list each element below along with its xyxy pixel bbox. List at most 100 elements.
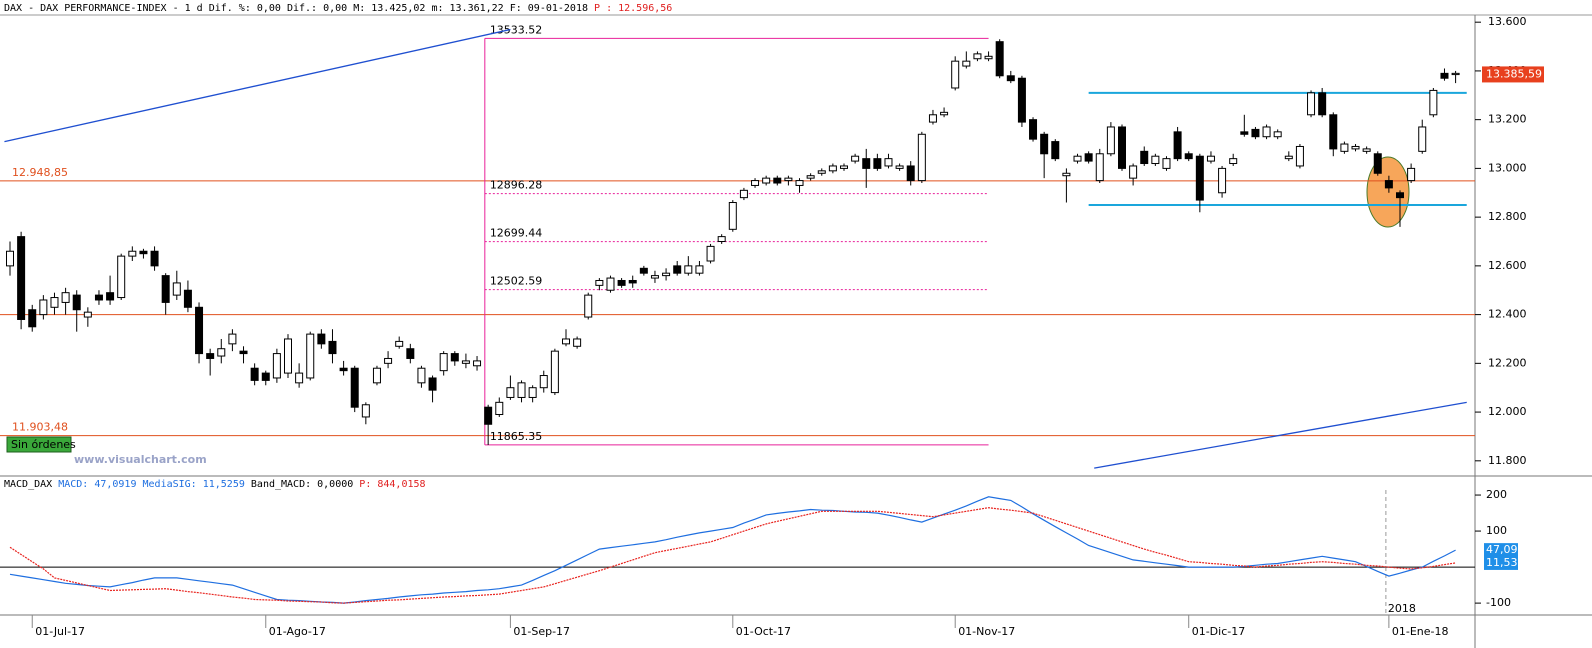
candle-body [484,406,493,425]
candle-body [183,289,192,308]
candle-body [1151,155,1160,165]
fib-label: 12502.59 [490,275,542,288]
candle-body [1351,145,1360,150]
candle-body [673,265,682,274]
y-tick-label: 12.800 [1488,210,1527,223]
candle-body [1184,153,1193,160]
candle-body [1440,72,1449,79]
header-text: DAX - DAX PERFORMANCE-INDEX - 1 d Dif. %… [4,3,588,14]
candle-body [261,372,270,381]
candle-body [1017,77,1026,123]
candle-body [862,158,871,169]
x-tick-label: 01-Sep-17 [513,625,570,638]
candle-body [317,333,326,345]
candle-body [1173,131,1182,160]
candle-body [39,299,48,316]
macd-name: MACD_DAX [4,479,52,490]
candle-body [973,53,982,60]
candle-body [439,353,448,372]
candle-body [1206,155,1215,162]
candle-body [417,367,426,384]
candle-body [339,367,348,372]
candle-body [951,60,960,89]
candle-body [617,279,626,286]
button-label[interactable]: Sin órdenes [11,438,76,451]
candle-body [1384,180,1393,189]
candle-body [895,165,904,169]
candle-body [650,275,659,279]
band-value: Band_MACD: 0,0000 [251,479,353,490]
fib-label: 13533.52 [490,23,542,36]
candle-body [940,111,949,116]
x-tick-label: 01-Ago-17 [269,625,326,638]
y-tick-label: 12.600 [1488,259,1527,272]
fib-label: 12896.28 [490,179,542,192]
candle-body [717,236,726,242]
candle-body [1362,148,1371,152]
candle-body [562,338,570,345]
candle-body [28,309,37,328]
macd-tick-label: 100 [1486,524,1507,537]
candle-body [172,282,181,296]
candle-body [1407,167,1416,182]
candle-body [406,348,415,359]
candle-body [1229,158,1238,165]
candle-body [6,250,14,267]
candle-body [17,236,26,320]
macd-line [9,496,1456,604]
candle-body [1073,155,1082,162]
candle-body [762,177,771,184]
candle-body [1006,75,1015,82]
candle-body [128,250,137,257]
candle-body [817,170,826,174]
year-label: 2018 [1388,602,1416,615]
x-tick-label: 01-Dic-17 [1192,625,1246,638]
candle-body [706,245,715,262]
x-tick-label: 01-Jul-17 [35,625,85,638]
candle-body [1218,167,1227,194]
candle-body [284,338,292,374]
candle-body [639,267,648,274]
macd-value-label: 47,09 [1486,543,1518,556]
last-price-box [1482,66,1544,83]
candle-body [1318,92,1327,116]
candle-body [662,272,671,277]
candle-body [72,294,81,311]
candle-body [473,360,482,367]
macd-header: MACD_DAX MACD: 47,0919 MediaSIG: 11,5259… [4,479,426,490]
candle-body [139,250,148,255]
candle-body [217,348,226,357]
p-value: P: 844,0158 [359,479,425,490]
y-tick-label: 13.000 [1488,161,1527,174]
candle-body [1251,128,1260,138]
macd-value-box [1484,543,1518,558]
macd-line [9,507,1456,604]
candle-body [1106,126,1115,155]
candle-body [517,382,526,398]
candle-body [117,255,126,299]
candle-body [539,375,548,389]
candle-body [495,401,504,416]
candle-body [606,277,615,291]
candle-body [917,133,926,182]
candle-body [851,155,860,162]
candle-body [1451,72,1460,76]
candle-body [1396,192,1404,199]
candle-body [840,165,848,169]
candle-body [228,333,237,345]
candle-body [1195,155,1204,201]
candle-body [83,311,92,318]
candle-body [94,294,103,301]
y-tick-label: 11.800 [1488,454,1527,467]
y-tick-label: 13.600 [1488,15,1527,28]
sig-value: MediaSIG: 11,5259 [143,479,245,490]
candle-body [739,189,748,199]
candle-body [1418,126,1427,152]
button[interactable] [6,436,72,453]
candle-body [1273,131,1282,138]
candle-body [1118,126,1126,169]
candle-body [206,353,215,359]
candle-body [1162,158,1171,169]
